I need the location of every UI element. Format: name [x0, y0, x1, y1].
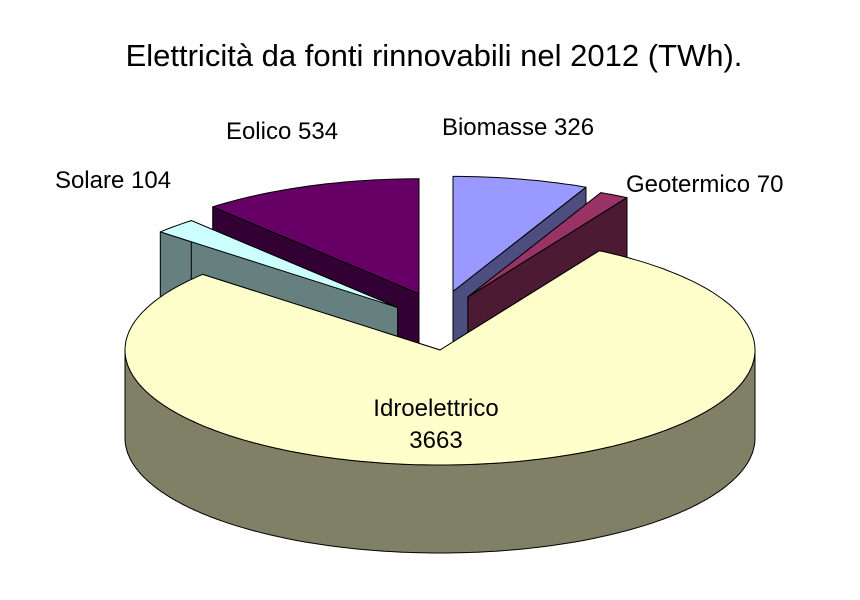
slice	[467, 192, 628, 298]
labels: Biomasse 326 Geotermico 70 Idroelettrico…	[55, 114, 783, 454]
slice-label: Solare 104	[55, 167, 171, 194]
label-name: Eolico	[226, 118, 291, 145]
label-value: 70	[757, 171, 784, 198]
label-value: 326	[554, 114, 594, 141]
slice	[124, 250, 756, 554]
slice-label: Eolico 534	[226, 118, 338, 145]
label-name: Biomasse	[442, 114, 547, 141]
chart-title: Elettricità da fonti rinnovabili nel 201…	[126, 38, 743, 73]
slice-label: Idroelettrico	[373, 395, 498, 422]
slice-label: 3663	[409, 427, 462, 454]
slice-label: Biomasse 326	[442, 114, 594, 141]
slice	[212, 178, 420, 295]
slice	[124, 250, 756, 466]
slice-label: Geotermico 70	[626, 171, 783, 198]
slice	[159, 220, 399, 308]
label-name: Geotermico	[626, 171, 750, 198]
slice	[452, 175, 587, 292]
pie	[124, 175, 756, 554]
label-value: 534	[298, 118, 338, 145]
label-name: Solare	[55, 167, 124, 194]
label-value: 104	[131, 167, 171, 194]
